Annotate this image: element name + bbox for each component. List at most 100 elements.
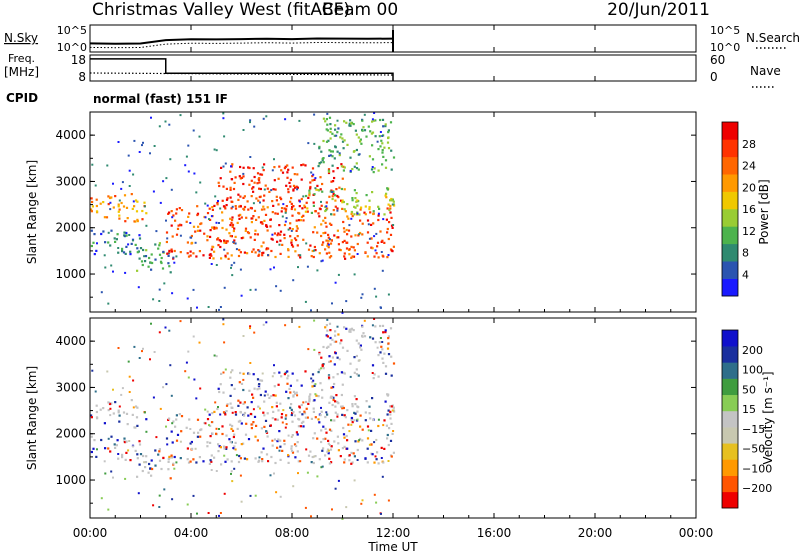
power-cell (350, 245, 353, 248)
velocity-cell (202, 460, 205, 463)
velocity-cell (348, 459, 351, 462)
velocity-cell (198, 341, 201, 344)
power-cell (262, 117, 265, 120)
power-cell (231, 223, 235, 226)
velocity-colorbar-tick-label: −200 (742, 482, 772, 495)
power-cell (346, 241, 349, 244)
power-cell (150, 253, 153, 256)
velocity-cell (312, 437, 315, 440)
velocity-cell (231, 411, 234, 414)
velocity-cell (104, 447, 107, 450)
power-cell (185, 220, 188, 223)
power-cell (250, 217, 253, 220)
velocity-cell (370, 452, 373, 455)
power-cell (223, 239, 226, 242)
power-cell (389, 121, 393, 124)
velocity-cell (163, 488, 166, 491)
power-cell (361, 129, 364, 132)
power-cell (290, 229, 293, 232)
power-cell (350, 235, 353, 238)
velocity-cell (257, 405, 260, 408)
velocity-cell (328, 457, 331, 460)
power-cell (251, 250, 254, 253)
power-cell (229, 234, 232, 238)
power-cell (112, 182, 114, 185)
power-cell (354, 206, 357, 209)
velocity-cell (176, 433, 180, 436)
velocity-cell (318, 421, 321, 424)
velocity-cell (375, 458, 378, 461)
velocity-cell (110, 402, 113, 405)
velocity-cell (225, 447, 228, 450)
power-cell (171, 216, 174, 219)
velocity-cell (188, 418, 191, 421)
velocity-cell (136, 453, 139, 456)
power-cell (149, 261, 152, 264)
power-cell (246, 252, 249, 255)
time-tick-label: 16:00 (477, 526, 512, 540)
power-cell (280, 198, 283, 201)
power-cell (254, 251, 257, 254)
power-cell (173, 249, 176, 253)
power-cell (139, 247, 143, 250)
velocity-cell (260, 451, 263, 454)
power-cell (341, 207, 344, 210)
power-cell (254, 229, 257, 232)
velocity-cell (308, 400, 311, 403)
power-cell (278, 165, 281, 168)
velocity-cell (145, 455, 148, 458)
velocity-cell (259, 393, 262, 397)
power-cell (128, 234, 131, 236)
velocity-cell (321, 388, 324, 392)
power-cell (320, 200, 322, 203)
velocity-cell (160, 467, 163, 471)
velocity-cell (138, 357, 141, 359)
power-cell (136, 251, 139, 254)
power-cell (356, 242, 359, 246)
power-cell (107, 302, 110, 305)
velocity-cell (94, 390, 97, 393)
power-cell (179, 114, 182, 117)
velocity-cell (277, 438, 280, 441)
freq-unit-label: [MHz] (4, 65, 39, 79)
velocity-cell (113, 443, 116, 446)
power-cell (334, 199, 337, 202)
velocity-cell (333, 363, 336, 366)
power-cell (224, 254, 227, 257)
velocity-cell (386, 393, 389, 396)
velocity-cell (199, 428, 202, 432)
velocity-cell (239, 411, 242, 414)
velocity-cell (291, 451, 295, 454)
power-cell (217, 237, 220, 240)
power-cell (348, 248, 351, 251)
velocity-cell (383, 352, 386, 355)
power-cell (91, 163, 94, 166)
velocity-cell (321, 449, 324, 452)
velocity-cell (257, 460, 260, 463)
velocity-cell (242, 442, 245, 445)
power-cell (109, 208, 112, 211)
velocity-cell (107, 401, 110, 404)
power-cell (226, 197, 229, 200)
velocity-cell (230, 384, 233, 387)
velocity-cell (223, 454, 226, 457)
power-cell (180, 209, 184, 212)
velocity-cell (295, 444, 298, 448)
velocity-cell (230, 427, 233, 430)
power-cell (353, 205, 356, 208)
velocity-cell (189, 460, 192, 463)
power-cell (373, 167, 376, 170)
velocity-cell (367, 429, 370, 432)
power-cell (166, 252, 169, 255)
time-tick-label: 00:00 (73, 526, 108, 540)
power-cell (193, 172, 196, 175)
power-cell (165, 177, 168, 180)
velocity-cell (355, 398, 358, 401)
velocity-cell (292, 390, 296, 393)
power-cell (361, 222, 364, 225)
power-cell (331, 150, 334, 153)
power-cell (137, 286, 140, 289)
velocity-cell (162, 386, 165, 389)
velocity-colorbar-swatch (722, 346, 738, 363)
